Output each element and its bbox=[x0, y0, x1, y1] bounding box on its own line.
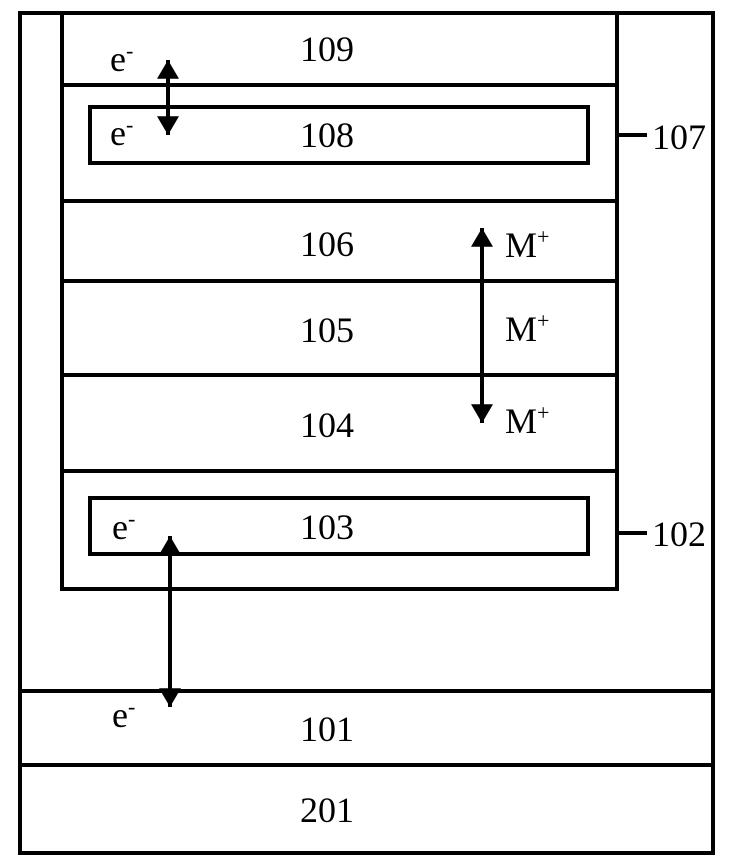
label-102: 102 bbox=[652, 513, 706, 555]
label-105: 105 bbox=[300, 309, 354, 351]
label-201: 201 bbox=[300, 789, 354, 831]
label-e-top-lower: e- bbox=[110, 112, 133, 154]
label-e-top-upper: e- bbox=[110, 38, 133, 80]
label-103: 103 bbox=[300, 506, 354, 548]
label-m-106: M+ bbox=[505, 224, 549, 266]
label-e-bottom-lower: e- bbox=[112, 694, 135, 736]
label-101: 101 bbox=[300, 708, 354, 750]
label-108: 108 bbox=[300, 114, 354, 156]
label-107: 107 bbox=[652, 116, 706, 158]
arrowhead-icon bbox=[157, 116, 179, 135]
label-m-104: M+ bbox=[505, 400, 549, 442]
label-106: 106 bbox=[300, 223, 354, 265]
arrowhead-icon bbox=[471, 228, 493, 247]
label-109: 109 bbox=[300, 28, 354, 70]
label-m-105: M+ bbox=[505, 308, 549, 350]
arrowhead-icon bbox=[157, 60, 179, 79]
label-104: 104 bbox=[300, 404, 354, 446]
arrowhead-icon bbox=[471, 404, 493, 423]
arrowhead-icon bbox=[159, 688, 181, 707]
layer-201 bbox=[20, 765, 713, 853]
label-e-bottom-upper: e- bbox=[112, 506, 135, 548]
arrowhead-icon bbox=[159, 536, 181, 555]
